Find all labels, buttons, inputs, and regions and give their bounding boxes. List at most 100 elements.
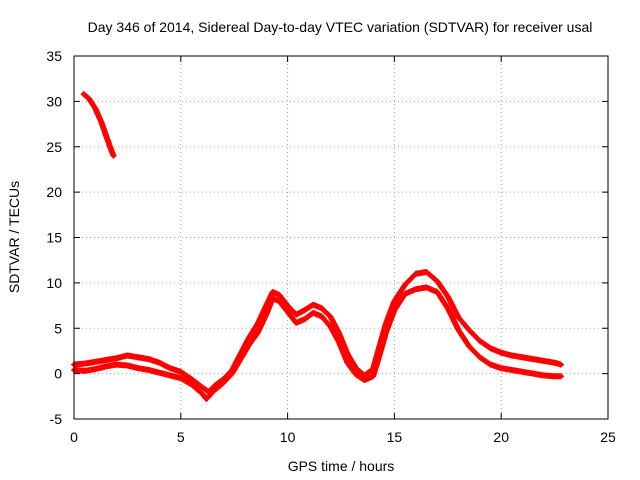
x-tick-label: 25 (600, 429, 616, 445)
data-point (377, 353, 382, 358)
data-point (509, 353, 515, 358)
data-point (104, 136, 110, 141)
data-point (199, 391, 205, 396)
data-point (311, 302, 316, 307)
y-tick-label: -5 (50, 411, 63, 427)
data-point (255, 330, 260, 335)
data-point (93, 359, 98, 365)
data-point (362, 377, 367, 383)
data-point (541, 373, 547, 378)
data-point (125, 363, 130, 368)
y-tick-label: 30 (46, 93, 62, 109)
data-point (125, 353, 130, 358)
data-point (178, 375, 183, 381)
data-point (81, 91, 86, 97)
data-point (178, 369, 183, 375)
data-point (424, 285, 429, 290)
data-point (477, 338, 483, 344)
grid-lines (74, 56, 608, 419)
y-tick-label: 35 (46, 48, 62, 64)
y-axis-label: SDTVAR / TECUs (6, 181, 22, 293)
data-point (466, 344, 472, 349)
data-point (319, 306, 324, 311)
x-tick-label: 0 (70, 429, 78, 445)
data-point (531, 356, 536, 362)
data-point (82, 368, 87, 374)
data-point (114, 362, 119, 367)
x-tick-label: 5 (177, 429, 185, 445)
data-point (509, 367, 515, 373)
data-point (402, 291, 408, 296)
data-point (328, 324, 333, 329)
data-point (445, 306, 450, 311)
data-point (370, 374, 376, 379)
data-point (319, 314, 324, 319)
data-point (402, 282, 408, 287)
data-point (285, 309, 290, 315)
data-point (293, 312, 299, 317)
series-early-arc (80, 91, 117, 159)
y-tick-label: 25 (46, 139, 62, 155)
data-point (456, 327, 461, 333)
data-point (466, 327, 472, 333)
data-point (488, 362, 493, 367)
data-point (238, 356, 243, 362)
data-point (93, 106, 98, 111)
data-point (167, 373, 173, 378)
data-point (103, 364, 109, 369)
data-point (270, 289, 275, 295)
data-point (276, 298, 282, 304)
data-point (424, 269, 429, 275)
data-point (434, 278, 440, 284)
data-point (199, 385, 205, 390)
data-point (302, 316, 307, 322)
data-point (264, 312, 269, 317)
data-point (456, 315, 461, 320)
data-point (345, 360, 350, 365)
data-point (229, 371, 235, 376)
data-point (189, 382, 194, 387)
data-point (82, 361, 87, 366)
x-tick-label: 10 (280, 429, 296, 445)
data-point (552, 360, 557, 365)
data-point (111, 153, 116, 159)
data-point (146, 356, 151, 362)
data-point (541, 358, 547, 364)
data-point (392, 298, 397, 304)
tick-marks (73, 55, 609, 420)
data-point (520, 355, 525, 360)
data-point (167, 365, 173, 371)
data-point (221, 380, 226, 385)
data-point (434, 289, 440, 295)
data-point (270, 296, 275, 301)
data-point (135, 365, 141, 371)
data-points (71, 91, 564, 402)
data-point (276, 292, 282, 297)
data-point (558, 374, 564, 379)
y-tick-label: 10 (46, 275, 62, 291)
data-point (210, 389, 216, 394)
data-point (109, 148, 114, 153)
data-point (383, 330, 389, 335)
data-point (392, 307, 397, 313)
x-axis-label: GPS time / hours (288, 458, 395, 474)
data-point (413, 287, 418, 292)
data-point (285, 303, 290, 308)
data-point (336, 330, 342, 335)
data-point (246, 342, 252, 347)
data-point (204, 396, 209, 402)
data-point (99, 120, 104, 126)
y-tick-label: 15 (46, 230, 62, 246)
data-point (146, 367, 151, 373)
data-point (189, 376, 194, 382)
data-point (302, 307, 307, 313)
y-tick-label: 0 (54, 366, 62, 382)
data-point (499, 365, 504, 371)
data-point (93, 366, 98, 372)
y-tick-label: 5 (54, 320, 62, 336)
x-tick-label: 20 (493, 429, 509, 445)
data-point (293, 320, 299, 326)
data-point (445, 294, 450, 299)
data-point (135, 355, 141, 360)
